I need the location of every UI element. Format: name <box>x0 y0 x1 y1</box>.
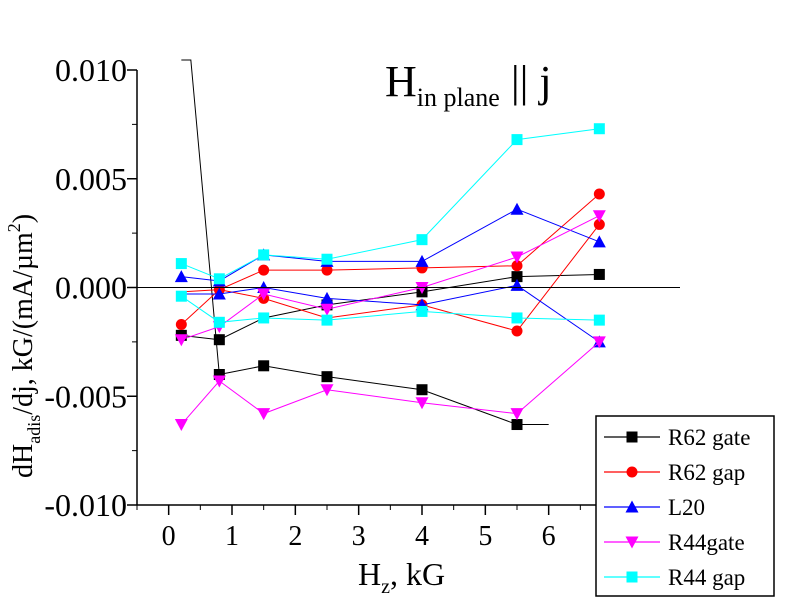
ylabel-sup: 2 <box>4 223 24 232</box>
data-point <box>258 312 270 324</box>
x-tick-label: 0 <box>162 521 176 552</box>
y-tick-label: -0.005 <box>44 378 127 414</box>
x-tick-label: 6 <box>542 521 556 552</box>
y-tick-label: 0.010 <box>55 52 127 88</box>
data-point <box>415 397 429 410</box>
data-point <box>593 188 605 200</box>
y-tick-label: 0.005 <box>55 161 127 197</box>
data-point <box>416 305 428 317</box>
title-main: H <box>385 57 417 106</box>
data-point <box>320 384 334 397</box>
legend-label: R62 gap <box>668 460 745 485</box>
series-line <box>181 59 549 426</box>
data-point <box>258 264 270 276</box>
data-point <box>258 249 270 261</box>
data-point <box>174 419 188 432</box>
data-point <box>320 291 334 304</box>
data-point <box>510 202 524 215</box>
data-point <box>593 218 605 230</box>
data-point <box>511 325 523 337</box>
legend-marker <box>626 431 638 443</box>
title-sub: in plane <box>417 83 500 112</box>
data-point <box>213 369 225 380</box>
data-point <box>321 314 333 326</box>
xlabel-tail: , kG <box>390 556 445 592</box>
xlabel-sub: z <box>381 576 390 598</box>
ylabel-sub: adis <box>24 415 44 444</box>
ylabel-prefix: dH <box>8 444 39 478</box>
data-point <box>511 134 523 146</box>
series-4 <box>175 123 605 328</box>
legend-marker <box>626 466 638 478</box>
data-point <box>212 287 226 300</box>
title-tail: || j <box>500 57 552 106</box>
ylabel-end: ) <box>8 214 39 223</box>
data-point <box>174 334 188 347</box>
x-tick-label: 1 <box>225 521 239 552</box>
data-point <box>592 235 606 248</box>
data-point <box>175 290 187 302</box>
data-point <box>511 312 523 324</box>
x-tick-label: 2 <box>288 521 302 552</box>
data-point <box>593 123 605 135</box>
y-tick-label: 0.000 <box>55 270 127 306</box>
legend-marker <box>625 500 639 513</box>
x-tick-label: 3 <box>352 521 366 552</box>
legend-label: L20 <box>668 495 705 520</box>
legend: R62 gate R62 gap L20 R44gate R44 gap <box>595 415 775 597</box>
data-point <box>257 288 271 301</box>
chart-title: Hin plane || j <box>385 57 552 112</box>
data-point <box>212 375 226 388</box>
data-point <box>511 419 523 431</box>
data-point <box>174 270 188 283</box>
data-point <box>175 258 187 270</box>
data-point <box>415 254 429 267</box>
xlabel-main: H <box>358 556 381 592</box>
x-tick-label: 5 <box>478 521 492 552</box>
data-point <box>321 264 333 276</box>
data-point <box>510 251 524 264</box>
ticks-layer: 0 1 2 3 4 5 6 0.010 0.005 0.000 -0.005 -0.010 <box>44 52 581 552</box>
x-axis-label: Hz, kG <box>358 556 445 598</box>
series-3 <box>174 210 606 432</box>
data-point <box>593 314 605 326</box>
data-point <box>257 408 271 421</box>
legend-label: R44 gap <box>668 565 745 590</box>
data-point <box>592 336 606 349</box>
data-point <box>510 408 524 421</box>
y-tick-label: -0.010 <box>44 487 127 523</box>
data-point <box>321 371 333 383</box>
data-point <box>593 268 605 280</box>
legend-label: R62 gate <box>668 425 750 450</box>
data-point <box>416 234 428 246</box>
data-point <box>511 260 523 272</box>
y-axis-label: dHadis/dj, kG/(mA/µm2) <box>4 214 44 478</box>
data-point <box>175 318 187 330</box>
legend-marker <box>625 536 639 549</box>
legend-label: R44gate <box>668 530 745 555</box>
data-point <box>213 316 225 328</box>
series-layer <box>174 59 606 432</box>
legend-items: R62 gate R62 gap L20 R44gate R44 gap <box>604 425 750 590</box>
legend-marker <box>626 571 638 583</box>
ylabel-mid: /dj, kG/(mA/µm <box>8 232 39 415</box>
data-point <box>592 210 606 223</box>
legend-box <box>595 415 775 597</box>
data-point <box>258 360 270 372</box>
data-point <box>213 273 225 285</box>
data-point <box>416 384 428 396</box>
data-point <box>213 334 225 346</box>
x-tick-label: 4 <box>415 521 429 552</box>
data-point <box>320 303 334 316</box>
data-point <box>511 271 523 283</box>
data-point <box>321 253 333 265</box>
